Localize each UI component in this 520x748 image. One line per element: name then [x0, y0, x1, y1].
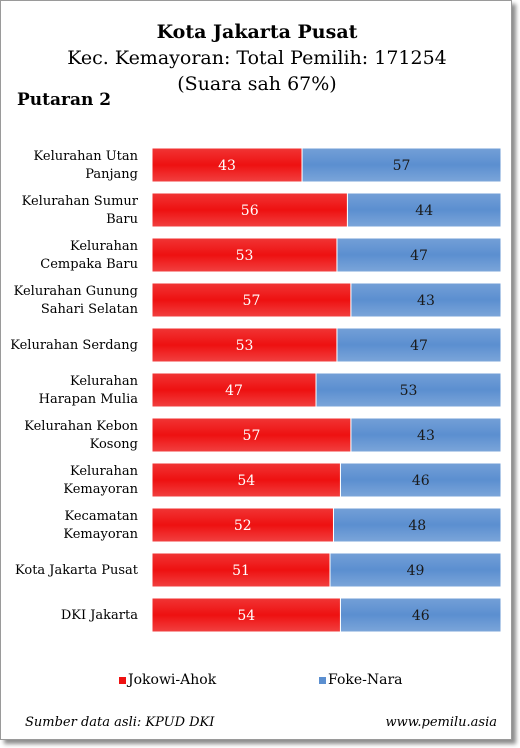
- value-label: 53: [400, 383, 418, 399]
- bar-jokowi: [151, 597, 341, 633]
- value-label: 47: [410, 338, 428, 354]
- chart-subtitle: Kec. Kemayoran: Total Pemilih: 171254: [67, 47, 447, 69]
- legend-swatch-foke: [319, 676, 326, 684]
- bar-jokowi: [151, 192, 348, 228]
- category-label: DKI Jakarta: [61, 608, 138, 623]
- bar-foke: [315, 372, 502, 408]
- value-label: 53: [236, 338, 254, 354]
- chart-frame: Kota Jakarta Pusat Kec. Kemayoran: Total…: [0, 0, 512, 740]
- bar-foke: [339, 597, 502, 633]
- category-label: Kecamatan Kemayoran: [63, 509, 138, 542]
- value-label: 54: [237, 608, 255, 624]
- bar-jokowi: [151, 282, 352, 318]
- bar-jokowi: [151, 552, 331, 588]
- bar-foke: [336, 327, 502, 363]
- source-note: Sumber data asli: KPUD DKI: [25, 715, 215, 730]
- value-label: 49: [407, 563, 425, 579]
- value-label: 57: [243, 293, 261, 309]
- category-label: Kelurahan Harapan Mulia: [39, 374, 139, 407]
- value-label: 43: [417, 293, 435, 309]
- bar-jokowi: [151, 462, 341, 498]
- value-label: 47: [410, 248, 428, 264]
- category-label: Kota Jakarta Pusat: [15, 563, 139, 578]
- bar-jokowi: [151, 237, 338, 273]
- stacked-bar-chart: Kelurahan Utan Panjang 43 57 Kelurahan Sumur…: [10, 147, 502, 633]
- legend-label-jokowi: Jokowi-Ahok: [128, 672, 217, 688]
- value-label: 43: [417, 428, 435, 444]
- value-label: 44: [415, 203, 433, 219]
- category-label: Kelurahan Utan Panjang: [34, 149, 139, 182]
- chart-subtitle-2: (Suara sah 67%): [177, 73, 337, 95]
- value-label: 57: [243, 428, 261, 444]
- bar-foke: [332, 507, 502, 543]
- bar-foke: [350, 417, 502, 453]
- category-label: Kelurahan Cempaka Baru: [40, 239, 138, 272]
- category-label: Kelurahan Kebon Kosong: [24, 419, 138, 452]
- category-label: Kelurahan Serdang: [10, 338, 138, 353]
- category-label: Kelurahan Sumur Baru: [22, 194, 139, 227]
- value-label: 48: [408, 518, 426, 534]
- bar-foke: [350, 282, 502, 318]
- value-label: 46: [412, 608, 430, 624]
- value-label: 56: [241, 203, 259, 219]
- category-label: Kelurahan Kemayoran: [63, 464, 138, 497]
- bar-jokowi: [151, 507, 334, 543]
- bar-foke: [329, 552, 502, 588]
- legend-swatch-jokowi: [119, 676, 126, 684]
- legend-label-foke: Foke-Nara: [328, 672, 403, 688]
- bar-foke: [301, 147, 502, 183]
- bar-jokowi: [151, 372, 317, 408]
- value-label: 43: [218, 158, 236, 174]
- value-label: 57: [393, 158, 411, 174]
- legend-item-foke: Foke-Nara: [319, 672, 403, 688]
- bar-foke: [346, 192, 502, 228]
- value-label: 53: [236, 248, 254, 264]
- bar-foke: [336, 237, 502, 273]
- bar-foke: [339, 462, 502, 498]
- website-label: www.pemilu.asia: [385, 715, 497, 730]
- value-label: 54: [237, 473, 255, 489]
- value-label: 51: [232, 563, 250, 579]
- bar-jokowi: [151, 417, 352, 453]
- legend-item-jokowi: Jokowi-Ahok: [119, 672, 216, 688]
- chart-title: Kota Jakarta Pusat: [156, 21, 358, 43]
- value-label: 52: [234, 518, 252, 534]
- value-label: 46: [412, 473, 430, 489]
- category-label: Kelurahan Gunung Sahari Selatan: [14, 284, 139, 317]
- value-label: 47: [225, 383, 243, 399]
- round-label: Putaran 2: [17, 90, 112, 110]
